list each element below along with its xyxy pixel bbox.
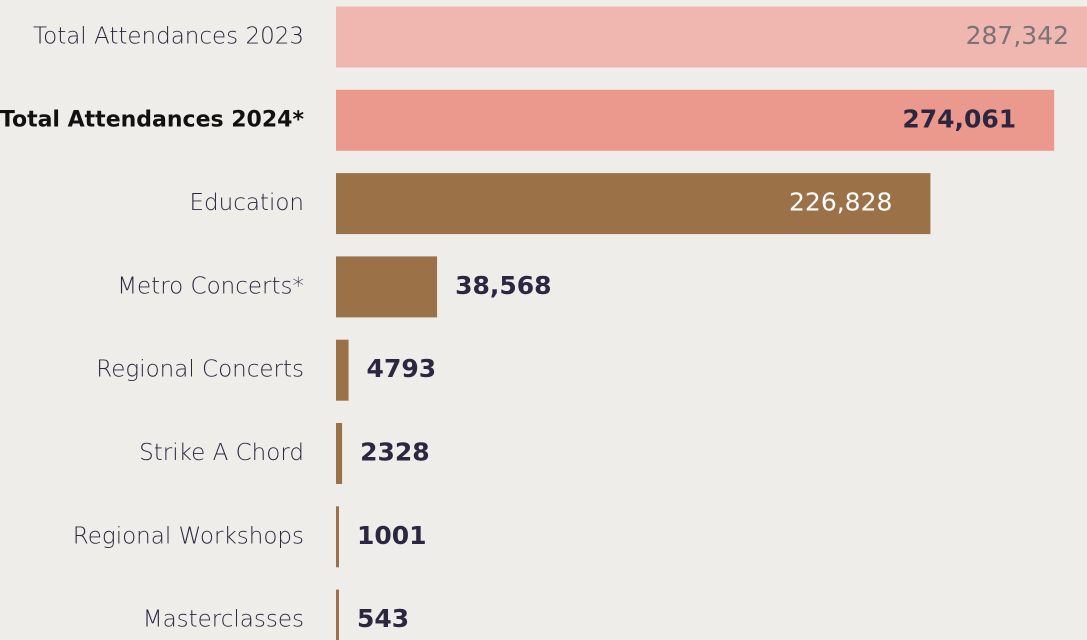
value-label: 2328 <box>360 438 430 467</box>
category-label: Total Attendances 2023 <box>33 24 304 50</box>
value-label: 287,342 <box>966 21 1069 50</box>
value-label: 38,568 <box>455 271 551 300</box>
value-label: 226,828 <box>789 188 892 217</box>
bar <box>336 256 438 318</box>
category-label: Regional Concerts <box>96 357 304 383</box>
value-label: 274,061 <box>902 104 1016 133</box>
bar <box>336 173 931 235</box>
value-label: 543 <box>357 604 409 633</box>
bar <box>336 339 349 401</box>
category-label: Strike A Chord <box>139 440 304 466</box>
category-label: Total Attendances 2024* <box>0 107 304 132</box>
bar <box>336 6 1087 68</box>
bar <box>336 89 1055 151</box>
bar <box>336 506 339 568</box>
bar <box>336 589 339 640</box>
category-label: Education <box>189 190 304 216</box>
category-label: Masterclasses <box>143 607 304 633</box>
category-label: Metro Concerts* <box>117 273 304 299</box>
value-label: 4793 <box>367 354 437 383</box>
value-label: 1001 <box>357 521 427 550</box>
category-label: Regional Workshops <box>73 523 304 549</box>
bar <box>336 423 343 484</box>
